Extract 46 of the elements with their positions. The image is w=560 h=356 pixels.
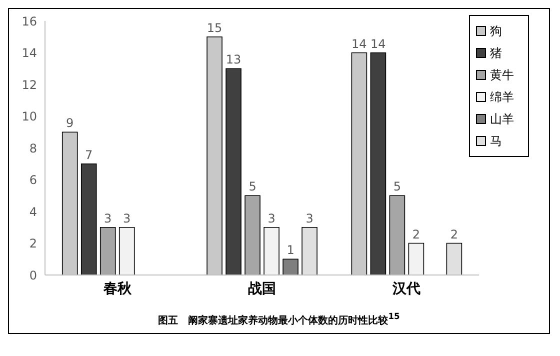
bar (370, 52, 386, 275)
bar (80, 163, 97, 275)
x-tick-label: 春秋 (102, 280, 132, 297)
data-label: 2 (412, 227, 420, 242)
bar (264, 226, 280, 275)
legend-label: 马 (490, 133, 502, 150)
y-tick-label: 16 (22, 14, 37, 28)
y-tick-label: 0 (29, 268, 37, 282)
bar (100, 226, 116, 275)
legend-label: 山羊 (490, 111, 514, 128)
bar (226, 68, 242, 275)
x-tick-label: 战国 (248, 280, 276, 297)
x-tick-label: 汉代 (392, 280, 421, 297)
legend-label: 黄牛 (490, 67, 514, 84)
bar (302, 226, 318, 275)
data-label: 5 (393, 180, 402, 194)
y-tick-label: 10 (22, 110, 37, 124)
bar (118, 226, 135, 275)
y-tick-label: 14 (22, 46, 37, 60)
data-label: 14 (370, 36, 386, 51)
data-label: 3 (306, 211, 314, 226)
data-label: 3 (268, 211, 276, 226)
text: 图五 阚家寨遗址家养动物最小个体数的历时性比较$^{15}$ (157, 310, 401, 328)
data-label: 2 (450, 227, 458, 242)
data-label: 15 (206, 20, 222, 35)
y-tick-label: 2 (29, 236, 37, 251)
y-tick-label: 6 (29, 173, 37, 188)
legend-label: 狗 (490, 23, 502, 40)
data-label: 13 (226, 52, 242, 67)
data-label: 14 (352, 36, 367, 51)
data-label: 3 (104, 211, 112, 226)
bar (446, 242, 462, 275)
legend-label: 绵羊 (490, 89, 514, 106)
data-label: 5 (248, 180, 256, 194)
data-label: 7 (85, 148, 93, 162)
y-tick-label: 4 (29, 204, 37, 219)
data-label: 9 (66, 116, 74, 130)
bar (389, 195, 406, 275)
data-label: 3 (123, 211, 131, 226)
y-tick-label: 12 (22, 78, 37, 92)
data-label: 1 (286, 243, 294, 258)
bar (282, 258, 298, 275)
bar (244, 195, 260, 275)
bar (408, 242, 424, 275)
legend-label: 猪 (490, 45, 502, 62)
y-tick-label: 8 (29, 141, 37, 156)
